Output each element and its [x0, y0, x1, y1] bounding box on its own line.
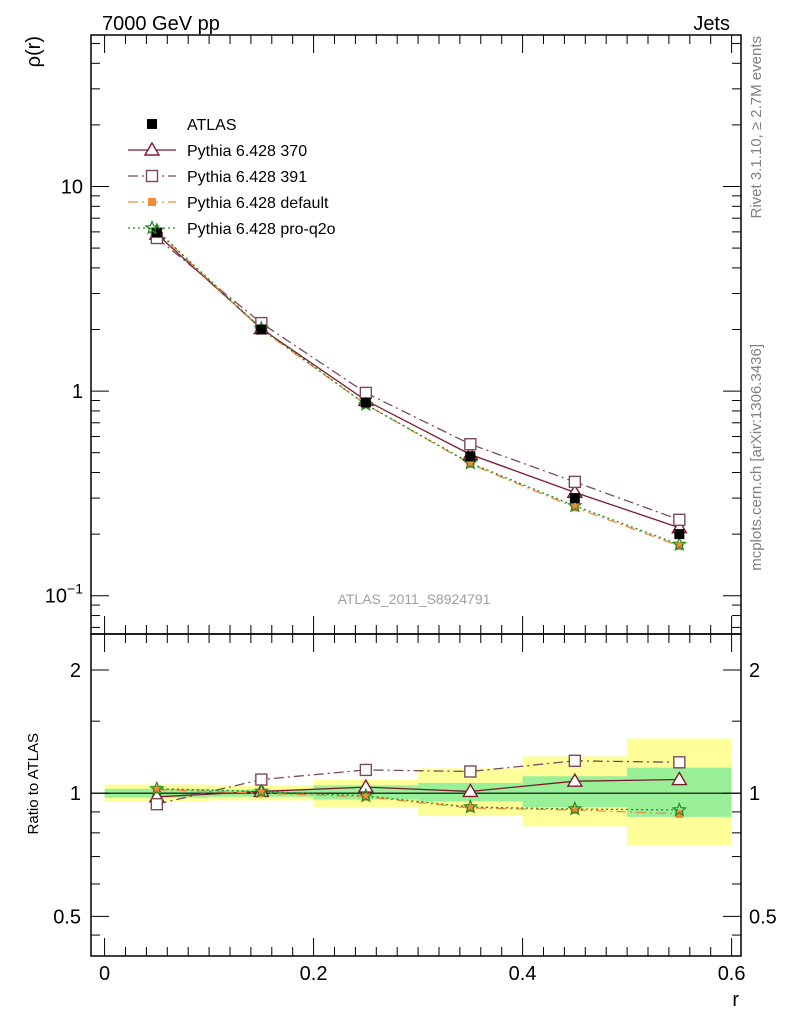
legend-label-0: ATLAS: [187, 117, 237, 134]
rivet-version-label: Rivet 3.1.10, ≥ 2.7M events: [748, 36, 765, 219]
x-tick-label: 0.2: [300, 963, 328, 985]
ratio-series-point-3: [149, 780, 165, 796]
ratio-series-line-2: [156, 789, 680, 815]
main-series-line-4: [156, 229, 680, 546]
atlas-data-point: [151, 227, 162, 238]
main-series-point-2: [464, 438, 477, 451]
ratio-series-line-1: [156, 760, 680, 805]
ratio-y-tick-label-right: 0.5: [749, 906, 777, 928]
main-y-tick-label: 10: [61, 176, 83, 198]
ratio-series-point-1: [359, 763, 373, 777]
ratio-panel-axes: 0 0.2 0.4 0.6 r 0.5 0.5 1 1 2 2 Ratio to ATLAS: [25, 35, 777, 1011]
ratio-series-point-1: [464, 765, 477, 778]
legend-marker-atlas: [147, 119, 157, 129]
ratio-series-point-0: [566, 772, 584, 787]
atlas-data-point: [569, 493, 580, 504]
ratio-y-tick-label: 0.5: [53, 906, 81, 928]
main-y-tick-label: 1: [72, 381, 83, 403]
header-right-label: Jets: [693, 13, 730, 35]
ratio-series-line-3: [156, 788, 680, 811]
legend-label-3: Pythia 6.428 default: [187, 195, 329, 212]
ratio-series-point-2: [466, 804, 475, 813]
main-series-point-2: [673, 513, 686, 526]
legend-marker-1: [143, 141, 161, 156]
main-y-tick-label: 10−1: [45, 581, 83, 608]
ratio-y-tick-label-right: 1: [749, 783, 760, 805]
main-series-line-2: [156, 237, 680, 521]
legend-marker-2: [145, 169, 159, 183]
main-panel-series: [148, 222, 688, 552]
main-y-axis-label: ρ(r): [23, 36, 45, 67]
ratio-series-point-3: [671, 801, 688, 817]
ratio-series-point-0: [357, 778, 375, 793]
legend-label-4: Pythia 6.428 pro-q2o: [187, 221, 336, 238]
legend-marker-3: [148, 198, 156, 206]
ratio-series-point-3: [567, 800, 583, 816]
ratio-uncertainty-bands: [91, 738, 741, 846]
x-axis-label: r: [732, 989, 739, 1011]
main-series-point-3: [675, 541, 684, 550]
ratio-series-point-3: [358, 787, 374, 803]
ratio-y-axis-label: Ratio to ATLAS: [25, 733, 42, 834]
x-tick-label: 0.6: [718, 963, 746, 985]
ratio-series-point-1: [673, 756, 686, 769]
main-series-point-4: [671, 536, 688, 552]
ratio-series-point-1: [568, 754, 582, 768]
main-series-point-4: [567, 497, 583, 513]
legend-label-1: Pythia 6.428 370: [187, 143, 307, 160]
ratio-y-tick-label: 1: [70, 783, 81, 805]
main-panel-axes: 10−1 1 10 ρ(r): [23, 34, 742, 635]
main-series-line-1: [156, 233, 680, 529]
x-tick-label: 0.4: [509, 963, 537, 985]
main-series-point-3: [570, 503, 579, 512]
ratio-series-point-0: [671, 771, 688, 786]
legend: ATLAS Pythia 6.428 370 Pythia 6.428 391 Pyt…: [128, 117, 336, 238]
atlas-data-point: [360, 397, 371, 408]
ratio-panel-series: [148, 754, 688, 818]
main-series-line-3: [156, 230, 680, 547]
ratio-series-point-3: [253, 783, 270, 799]
main-series-point-2: [568, 475, 582, 489]
ratio-y-tick-label-right: 2: [749, 660, 760, 682]
legend-label-2: Pythia 6.428 391: [187, 169, 307, 186]
ratio-series-point-1: [150, 797, 164, 811]
ratio-y-tick-label: 2: [70, 660, 81, 682]
atlas-data-point: [256, 324, 267, 335]
ratio-series-point-3: [462, 798, 479, 814]
ratio-frame: [90, 633, 742, 957]
x-tick-label: 0: [99, 963, 110, 985]
ratio-series-point-0: [462, 783, 479, 798]
mcplots-label: mcplots.cern.ch [arXiv:1306.3436]: [748, 344, 765, 571]
header-left-label: 7000 GeV pp: [102, 13, 220, 35]
analysis-watermark: ATLAS_2011_S8924791: [338, 591, 491, 607]
legend-marker-4: [144, 219, 160, 235]
atlas-data-point: [465, 451, 476, 462]
atlas-data-point: [674, 529, 685, 540]
